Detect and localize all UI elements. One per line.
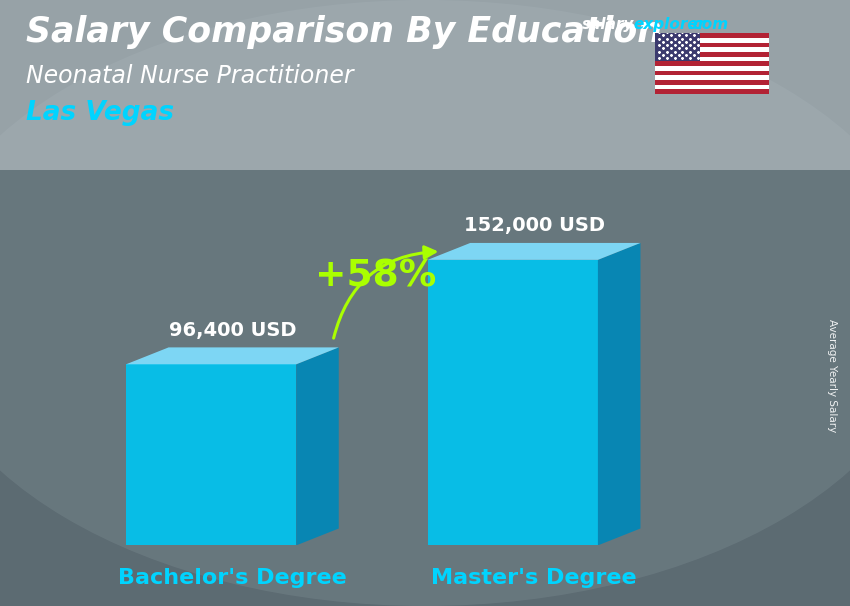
Text: Las Vegas: Las Vegas — [26, 100, 173, 126]
Text: explorer: explorer — [633, 17, 706, 32]
Bar — [654, 42, 769, 47]
Bar — [654, 85, 769, 89]
Polygon shape — [598, 243, 640, 545]
Text: salary: salary — [582, 17, 635, 32]
Bar — [654, 47, 769, 52]
Bar — [654, 89, 769, 94]
Text: Neonatal Nurse Practitioner: Neonatal Nurse Practitioner — [26, 64, 353, 88]
Text: Average Yearly Salary: Average Yearly Salary — [827, 319, 837, 432]
Text: 152,000 USD: 152,000 USD — [463, 216, 604, 235]
Bar — [654, 80, 769, 85]
Bar — [654, 75, 769, 80]
Bar — [654, 38, 769, 42]
Polygon shape — [428, 243, 640, 260]
Bar — [654, 52, 769, 56]
Text: .com: .com — [687, 17, 728, 32]
Polygon shape — [428, 260, 598, 545]
Polygon shape — [296, 347, 339, 545]
Bar — [654, 33, 769, 38]
Bar — [654, 66, 769, 71]
Polygon shape — [126, 347, 339, 364]
Text: 96,400 USD: 96,400 USD — [168, 321, 296, 340]
Text: Bachelor's Degree: Bachelor's Degree — [118, 568, 347, 588]
Bar — [654, 56, 769, 61]
Text: Salary Comparison By Education: Salary Comparison By Education — [26, 15, 661, 49]
Bar — [654, 71, 769, 75]
Text: +58%: +58% — [314, 259, 436, 295]
Polygon shape — [126, 364, 296, 545]
Text: Master's Degree: Master's Degree — [431, 568, 637, 588]
Bar — [654, 33, 700, 61]
Bar — [654, 61, 769, 66]
Bar — [0, 0, 850, 170]
